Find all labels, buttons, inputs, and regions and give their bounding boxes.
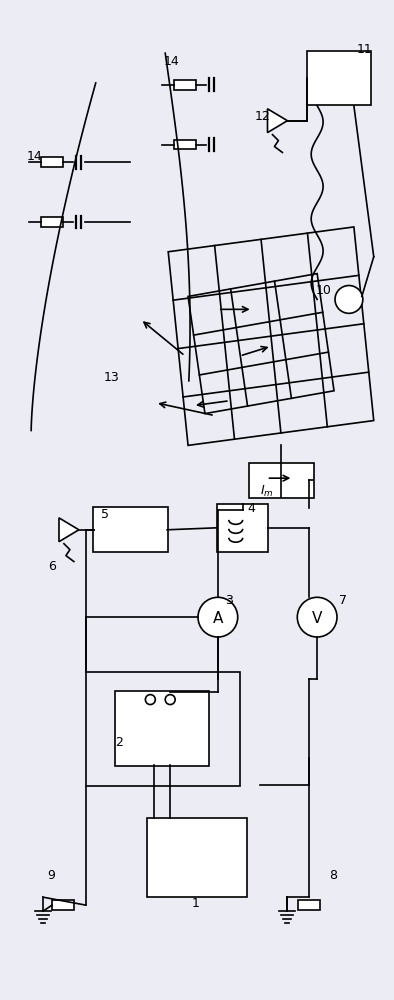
Text: 12: 12	[255, 110, 270, 123]
Bar	[249, 463, 314, 498]
Text: 14: 14	[26, 150, 42, 163]
Text: 7: 7	[339, 594, 347, 607]
Bar	[93, 507, 168, 552]
Circle shape	[198, 597, 238, 637]
Text: $I_m$: $I_m$	[260, 484, 273, 499]
Circle shape	[165, 695, 175, 705]
Polygon shape	[188, 274, 334, 414]
Text: 6: 6	[48, 560, 56, 573]
Bar	[41, 217, 63, 227]
Bar	[307, 51, 371, 105]
Text: 1: 1	[192, 897, 200, 910]
Circle shape	[297, 597, 337, 637]
Bar	[217, 504, 268, 552]
Circle shape	[335, 286, 363, 313]
Text: 8: 8	[329, 869, 337, 882]
Polygon shape	[268, 109, 287, 133]
Text: 13: 13	[104, 371, 119, 384]
Bar	[52, 900, 74, 910]
Text: 2: 2	[115, 736, 123, 749]
Bar	[147, 818, 247, 897]
Circle shape	[145, 695, 155, 705]
Bar	[86, 672, 240, 786]
Bar	[41, 157, 63, 167]
Text: V: V	[312, 611, 322, 626]
Text: 5: 5	[101, 508, 109, 521]
Text: A: A	[213, 611, 223, 626]
Bar	[298, 900, 320, 910]
Text: 3: 3	[225, 594, 233, 607]
Bar	[115, 691, 210, 766]
Text: 10: 10	[316, 284, 332, 297]
Bar	[174, 140, 196, 149]
Text: 9: 9	[47, 869, 55, 882]
Text: 11: 11	[357, 43, 373, 56]
Bar	[174, 80, 196, 90]
Text: 4: 4	[248, 502, 256, 515]
Polygon shape	[59, 518, 79, 542]
Text: 14: 14	[163, 55, 179, 68]
